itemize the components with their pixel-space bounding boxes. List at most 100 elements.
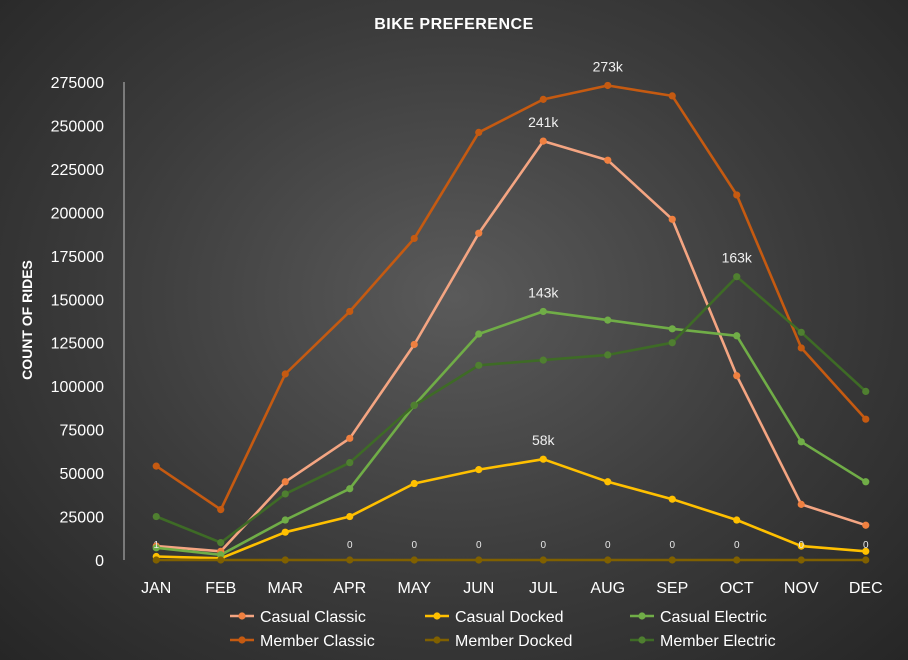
data-point — [152, 556, 160, 564]
y-tick-label: 225000 — [51, 162, 104, 179]
x-tick-label: JUL — [529, 580, 558, 597]
small-data-label: 0 — [605, 540, 611, 551]
data-point — [475, 361, 483, 369]
data-point — [475, 556, 483, 564]
data-point — [733, 273, 741, 281]
data-point — [410, 401, 418, 409]
data-point — [604, 316, 612, 324]
x-tick-label: MAY — [398, 580, 432, 597]
data-label: 163k — [722, 250, 753, 266]
data-point — [604, 556, 612, 564]
data-point — [410, 234, 418, 243]
small-data-label: 0 — [540, 540, 546, 551]
data-point — [733, 516, 741, 524]
data-point — [862, 387, 870, 395]
data-point — [733, 556, 741, 564]
data-point — [539, 137, 547, 145]
data-point — [152, 544, 160, 552]
legend-entry: Casual Docked — [455, 609, 564, 626]
small-data-label: 0 — [476, 540, 482, 551]
data-point — [475, 229, 483, 237]
y-axis-title: COUNT OF RIDES — [19, 260, 35, 380]
data-point — [733, 372, 741, 380]
legend: Casual Classic Casual Docked Casual Electr… — [230, 609, 776, 650]
data-point — [281, 516, 289, 524]
data-point — [217, 539, 225, 547]
small-data-label: 0 — [798, 540, 804, 551]
legend-entry: Member Electric — [660, 633, 776, 650]
data-point — [862, 547, 870, 555]
data-point — [152, 462, 160, 470]
series-line — [156, 139, 867, 553]
data-label: 241k — [528, 114, 559, 130]
data-point — [281, 478, 289, 486]
data-point — [281, 490, 289, 498]
data-point — [539, 307, 547, 316]
y-tick-label: 275000 — [51, 75, 104, 92]
data-point — [346, 485, 354, 493]
x-tick-label: SEP — [656, 580, 688, 597]
data-point — [410, 479, 418, 488]
data-point — [862, 478, 870, 486]
series-markers — [152, 81, 870, 564]
x-tick-label: DEC — [849, 580, 883, 597]
data-point — [604, 81, 612, 90]
small-data-label: 0 — [734, 540, 740, 551]
series-line — [156, 457, 866, 560]
x-tick-label: APR — [333, 580, 366, 597]
legend-entry: Casual Classic — [260, 609, 366, 626]
data-point — [475, 128, 483, 137]
x-tick-label: OCT — [720, 580, 754, 597]
x-tick-label: NOV — [784, 580, 819, 597]
y-tick-labels: 0 25000 50000 75000 100000 125000 150000 175000… — [51, 75, 104, 570]
data-label: 58k — [532, 432, 556, 448]
data-point — [668, 339, 676, 347]
data-point — [797, 328, 805, 336]
data-point — [152, 512, 160, 521]
data-point — [410, 340, 418, 349]
small-data-label: 1 — [153, 540, 159, 551]
legend-entry: Casual Electric — [660, 609, 767, 626]
data-point — [281, 556, 289, 564]
y-tick-label: 0 — [95, 553, 104, 570]
y-tick-label: 75000 — [60, 423, 105, 440]
data-point — [604, 351, 612, 359]
small-data-label: 0 — [411, 540, 417, 551]
data-point — [733, 332, 741, 340]
data-point — [346, 459, 354, 467]
data-point — [539, 455, 547, 463]
data-point — [281, 528, 289, 536]
y-tick-label: 25000 — [60, 510, 105, 527]
x-tick-label: AUG — [590, 580, 625, 597]
x-tick-label: JUN — [463, 580, 494, 597]
data-point — [862, 415, 870, 423]
data-point — [539, 95, 547, 103]
series-line — [155, 84, 867, 511]
data-point — [797, 556, 805, 564]
data-point — [797, 344, 805, 352]
legend-swatch-marker — [638, 636, 646, 644]
data-point — [475, 330, 483, 338]
series-lines — [155, 84, 867, 562]
data-point — [346, 434, 354, 442]
data-point — [346, 307, 354, 316]
data-labels: 273k 241k 163k 143k 58k 1 0 0 0 0 0 0 0 0 0 — [153, 58, 869, 551]
x-tick-label: FEB — [205, 580, 236, 597]
y-tick-label: 175000 — [51, 249, 104, 266]
legend-entry: Member Classic — [260, 633, 375, 650]
legend-swatch-marker — [238, 636, 246, 644]
data-point — [668, 556, 676, 564]
data-point — [733, 191, 741, 199]
data-point — [475, 466, 483, 474]
y-tick-label: 50000 — [60, 466, 105, 483]
data-label: 273k — [593, 58, 624, 74]
data-point — [862, 556, 870, 564]
legend-swatch-marker — [433, 612, 441, 620]
small-data-label: 0 — [347, 540, 353, 551]
data-point — [862, 521, 870, 529]
data-point — [668, 92, 676, 100]
data-point — [217, 556, 225, 564]
small-data-label: 0 — [863, 540, 869, 551]
